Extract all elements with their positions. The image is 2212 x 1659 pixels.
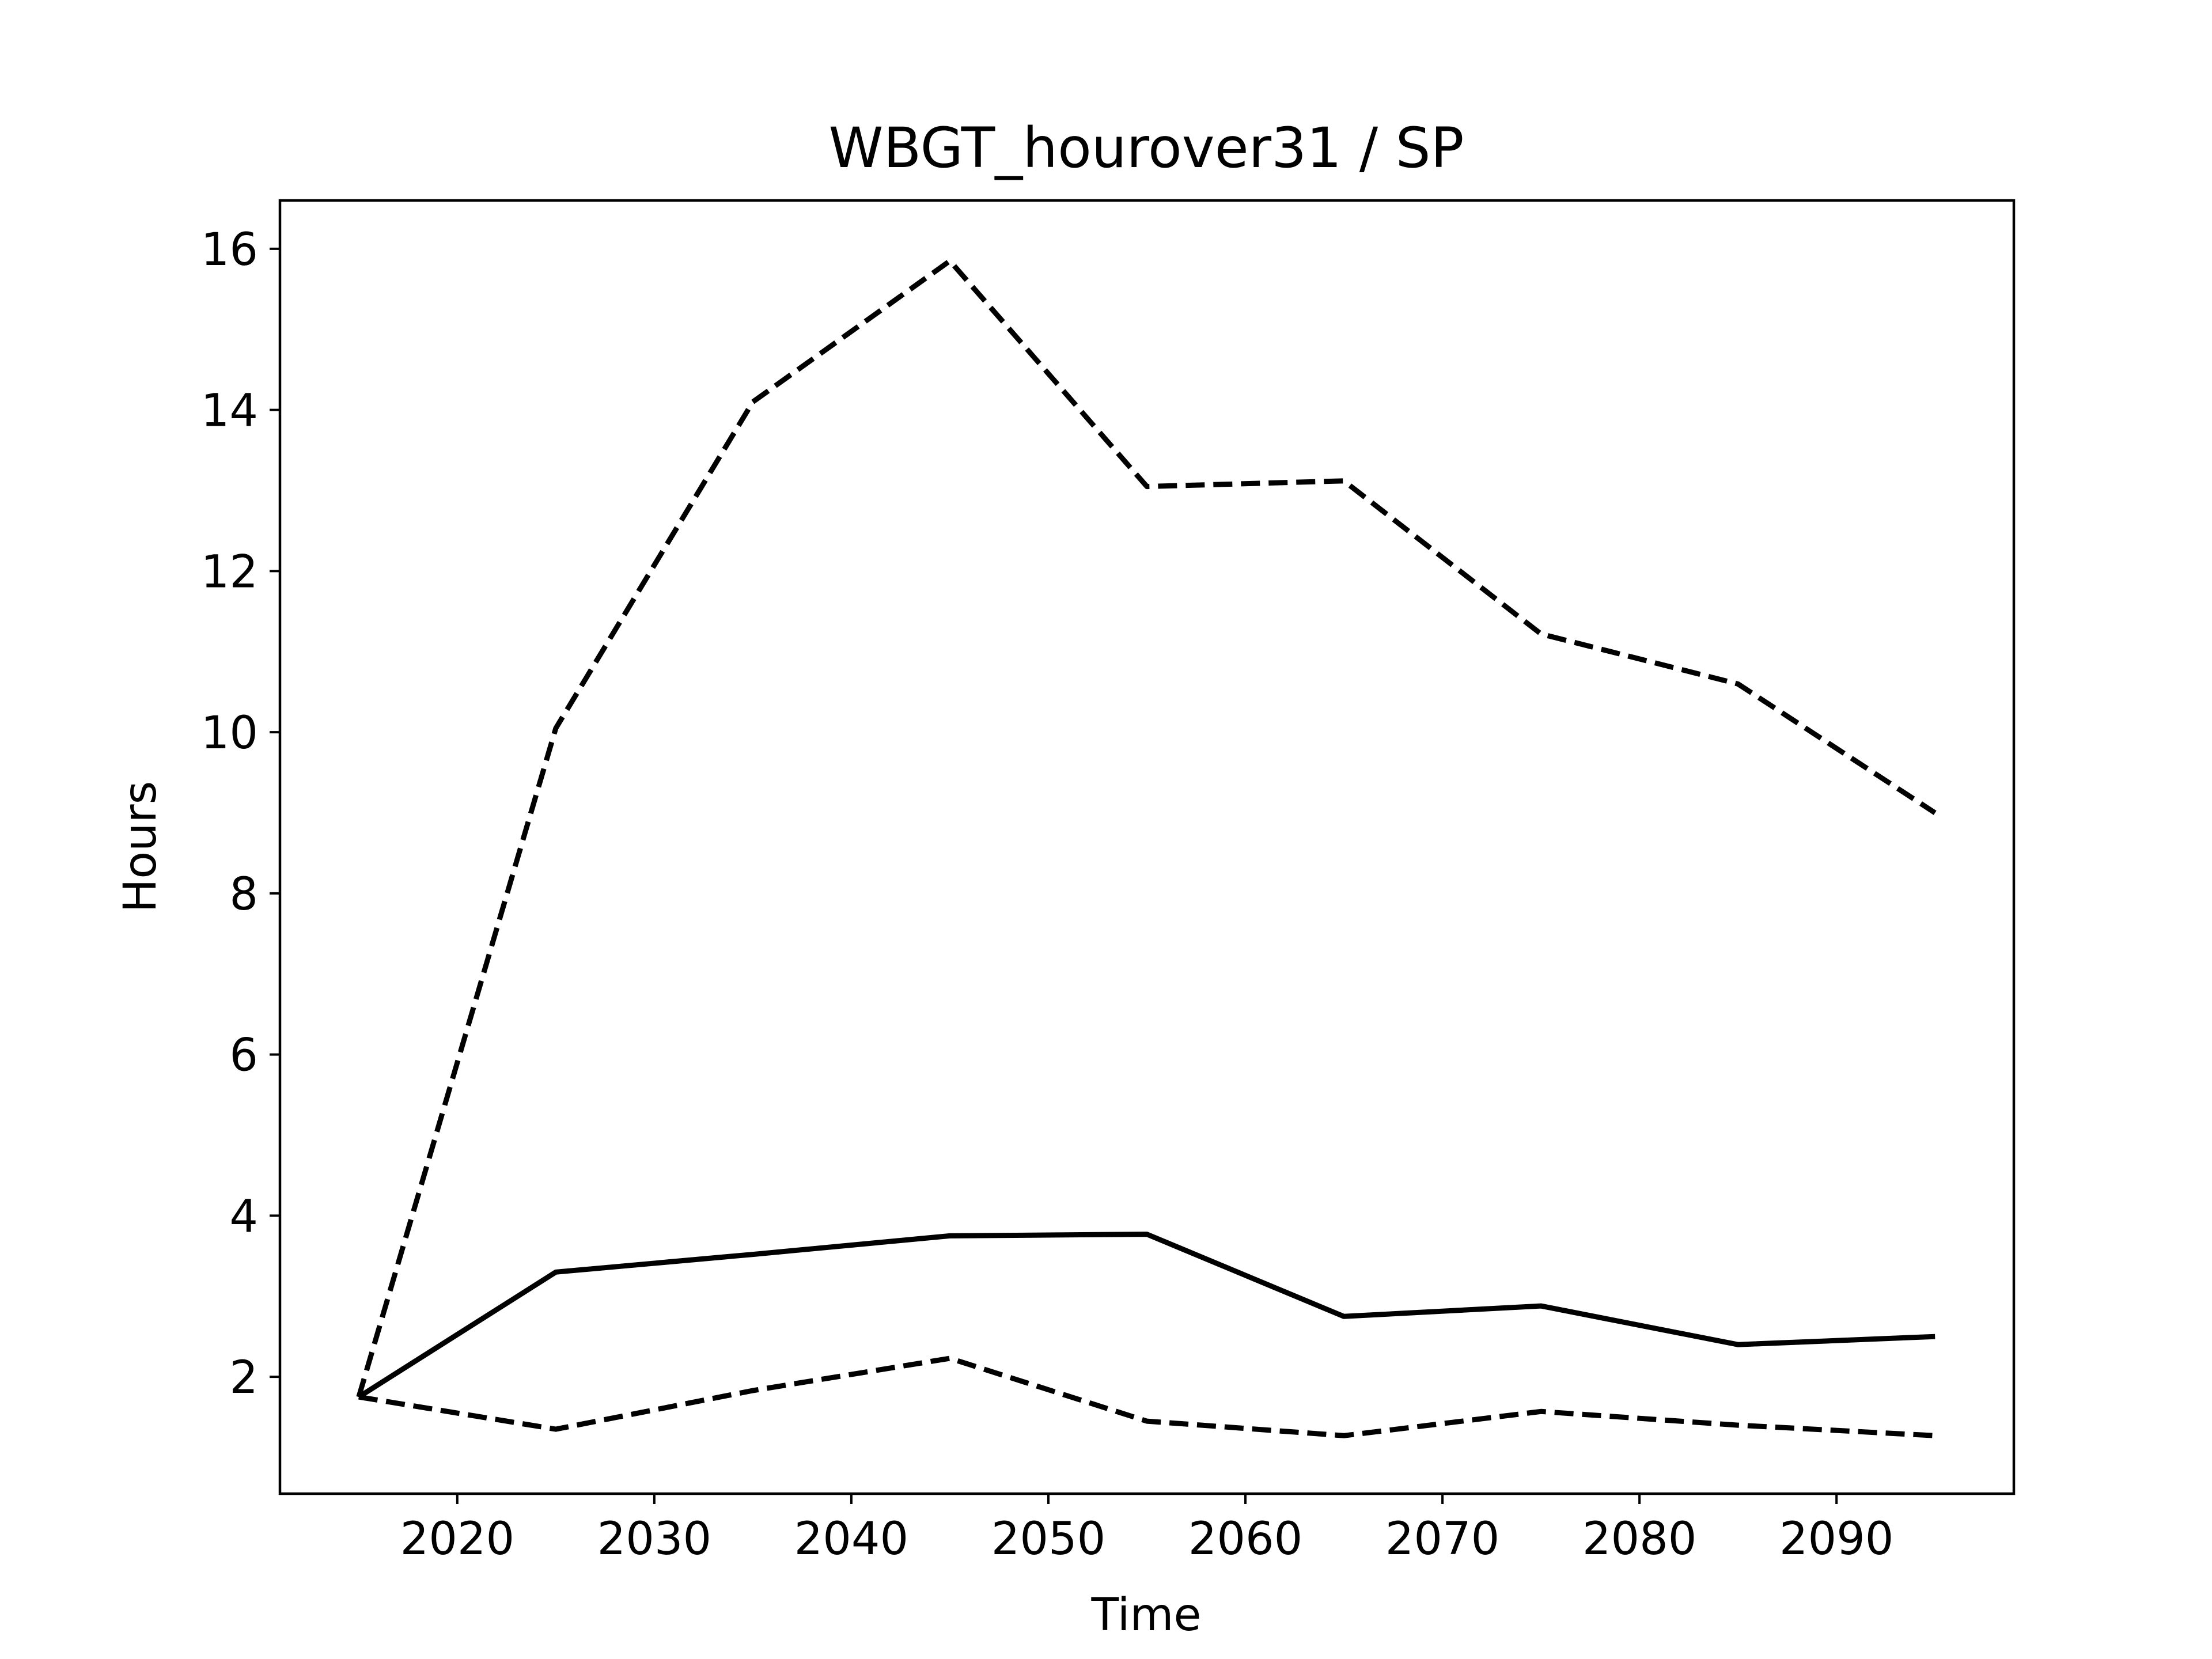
x-tick-label: 2030: [597, 1513, 712, 1565]
series-line-2-dashed: [356, 258, 1937, 1398]
y-tick-label: 2: [229, 1352, 258, 1404]
series-line-3-dashed: [358, 1355, 1936, 1438]
y-tick-label: 14: [201, 385, 258, 437]
y-tick-label: 16: [201, 224, 258, 276]
x-tick-label: 2040: [794, 1513, 909, 1565]
x-tick-label: 2050: [991, 1513, 1106, 1565]
x-axis: 2020 2030 2040 2050 2060 2070 2080 2090: [400, 1494, 1894, 1565]
y-tick-label: 10: [201, 707, 258, 759]
series-layer: [356, 258, 1937, 1438]
x-tick-label: 2020: [400, 1513, 515, 1565]
plot-frame: [278, 199, 2016, 1495]
x-tick-label: 2070: [1385, 1513, 1500, 1565]
chart-title: WBGT_hourover31 / SP: [829, 116, 1464, 180]
y-axis: 2 4 6 8 10 12 14 16: [201, 224, 280, 1404]
x-axis-label: Time: [1091, 1589, 1202, 1641]
x-tick-label: 2060: [1188, 1513, 1303, 1565]
y-axis-label: Hours: [115, 781, 166, 913]
y-tick-label: 4: [229, 1191, 258, 1243]
x-tick-label: 2090: [1779, 1513, 1894, 1565]
series-line-1-solid: [357, 1232, 1936, 1399]
x-tick-label: 2080: [1582, 1513, 1697, 1565]
y-tick-label: 8: [229, 869, 258, 921]
y-tick-label: 12: [201, 546, 258, 598]
y-tick-label: 6: [229, 1030, 258, 1082]
